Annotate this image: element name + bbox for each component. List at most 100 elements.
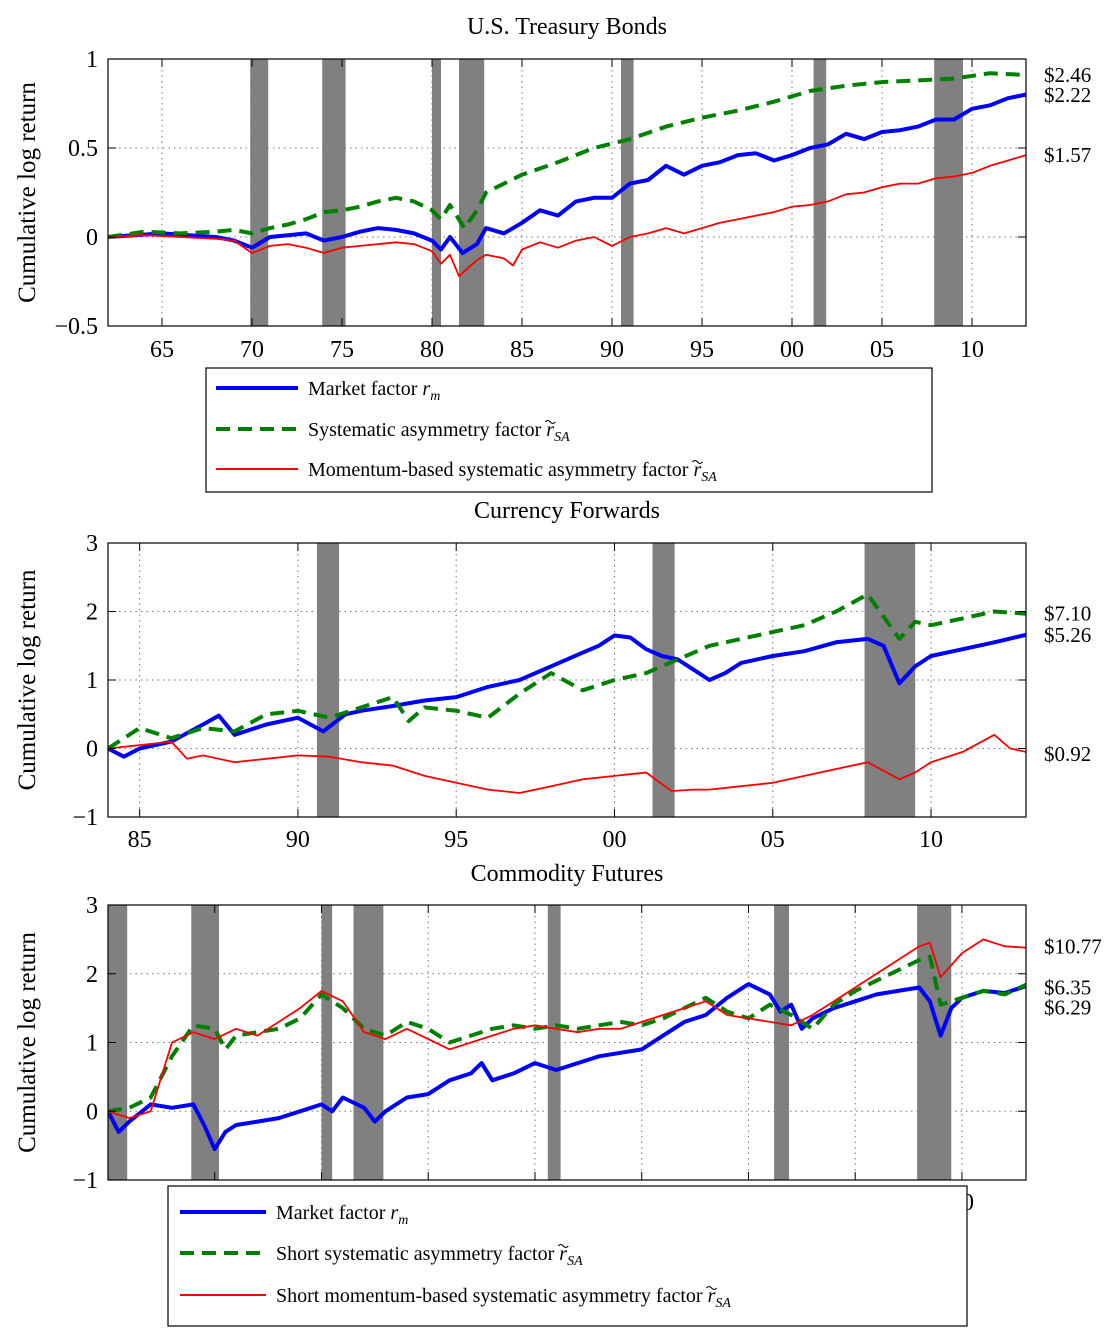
legend-math-symbol: r: [422, 378, 430, 400]
legend-label: Momentum-based systematic asymmetry fact…: [308, 459, 717, 485]
legend-math-symbol: r: [708, 1285, 716, 1307]
recession-bar: [813, 59, 827, 326]
y-tick-label: 1: [86, 47, 98, 73]
chart-title: U.S. Treasury Bonds: [467, 14, 667, 40]
y-tick-label: 0: [86, 737, 98, 763]
y-tick-label: 0.5: [68, 136, 98, 162]
y-tick-label: 0: [86, 225, 98, 251]
legend-math-subscript: SA: [567, 1254, 583, 1269]
legend-math-symbol: r: [390, 1202, 398, 1224]
recession-bar: [459, 59, 485, 326]
y-tick-label: 2: [86, 600, 98, 626]
legend-text: Systematic asymmetry factor: [308, 419, 546, 441]
x-tick-label: 05: [761, 827, 785, 853]
end-value-label: $5.26: [1044, 623, 1091, 647]
x-tick-label: 75: [330, 337, 354, 363]
y-tick-label: 1: [86, 668, 98, 694]
legend-text: Short systematic asymmetry factor: [276, 1243, 559, 1265]
recession-bar: [934, 59, 963, 326]
end-value-label: $6.29: [1044, 996, 1091, 1020]
x-tick-label: 95: [690, 337, 714, 363]
recession-bar: [250, 59, 269, 326]
recession-bar: [621, 59, 634, 326]
x-tick-label: 00: [780, 337, 804, 363]
y-tick-label: 3: [86, 893, 98, 919]
legend-text: Market factor: [308, 378, 422, 400]
series-line: [108, 954, 1026, 1114]
series-line: [108, 982, 1026, 1152]
legend-text: Market factor: [276, 1202, 390, 1224]
x-tick-label: 90: [286, 827, 310, 853]
y-tick-label: 2: [86, 962, 98, 988]
x-tick-label: 65: [150, 337, 174, 363]
series-line: [108, 592, 1026, 751]
legend-box: [167, 1185, 968, 1327]
tilde-accent-icon: [706, 1285, 717, 1291]
x-tick-label: 10: [960, 337, 984, 363]
x-tick-label: 00: [602, 827, 626, 853]
legend-math-subscript: m: [430, 389, 440, 404]
series-line: [108, 632, 1026, 759]
legend-label: Market factor rm: [308, 378, 440, 404]
x-tick-label: 90: [600, 337, 624, 363]
y-axis-label: Cumulative log return: [14, 82, 41, 303]
series-group: [108, 592, 1026, 794]
legend-label: Short momentum-based systematic asymmetr…: [276, 1285, 731, 1311]
tilde-accent-icon: [557, 1243, 569, 1249]
end-value-label: $0.92: [1044, 742, 1091, 766]
legend-label: Systematic asymmetry factor rSA: [308, 419, 570, 445]
legend-math-symbol: r: [546, 419, 554, 441]
series-line: [108, 154, 1026, 278]
x-tick-label: 70: [240, 337, 264, 363]
legend-label: Short systematic asymmetry factor rSA: [276, 1243, 583, 1269]
x-tick-label: 85: [128, 827, 152, 853]
series-line: [108, 938, 1026, 1119]
chart-title: Currency Forwards: [474, 498, 660, 524]
end-value-label: $7.10: [1044, 602, 1091, 626]
y-tick-label: 3: [86, 531, 98, 557]
legend-text: Momentum-based systematic asymmetry fact…: [308, 459, 693, 481]
end-value-label: $1.57: [1044, 143, 1091, 167]
series-line: [108, 733, 1026, 794]
y-tick-label: −1: [72, 805, 98, 831]
legend-math-subscript: SA: [701, 470, 717, 485]
end-value-label: $6.35: [1044, 976, 1091, 1000]
y-tick-label: 0: [86, 1099, 98, 1125]
legend-box: [205, 367, 933, 493]
x-tick-label: 95: [444, 827, 468, 853]
series-line: [108, 71, 1026, 239]
end-value-label: $10.77: [1044, 934, 1102, 958]
x-tick-label: 05: [870, 337, 894, 363]
end-value-label: $2.22: [1044, 83, 1091, 107]
end-value-label: $2.46: [1044, 63, 1091, 87]
chart-currency-forwards: Currency Forwards Cumulative log return 85…: [14, 498, 1091, 853]
legend-text: Short momentum-based systematic asymmetr…: [276, 1285, 708, 1307]
series-line: [108, 92, 1026, 255]
axes-frame: [107, 58, 1027, 327]
legend-math-symbol: r: [693, 459, 701, 481]
recession-bar: [322, 59, 346, 326]
recession-bar: [774, 905, 790, 1180]
series-group: [108, 71, 1026, 278]
x-tick-label: 10: [919, 827, 943, 853]
legend-math-subscript: SA: [554, 430, 570, 445]
y-axis-label: Cumulative log return: [14, 569, 41, 790]
x-tick-label: 80: [420, 337, 444, 363]
series-group: [108, 938, 1026, 1152]
chart-treasury-bonds: U.S. Treasury Bonds Cumulative log return…: [14, 14, 1091, 363]
legend-math-symbol: r: [559, 1243, 567, 1265]
x-tick-label: 85: [510, 337, 534, 363]
y-axis-label: Cumulative log return: [14, 932, 41, 1153]
y-tick-label: −0.5: [54, 314, 98, 340]
legend-math-subscript: m: [398, 1213, 408, 1228]
legend-math-subscript: SA: [715, 1296, 731, 1311]
y-tick-label: −1: [72, 1168, 98, 1194]
tilde-accent-icon: [692, 459, 703, 465]
tilde-accent-icon: [544, 419, 556, 425]
legend-label: Market factor rm: [276, 1202, 408, 1228]
chart-title: Commodity Futures: [471, 861, 664, 887]
